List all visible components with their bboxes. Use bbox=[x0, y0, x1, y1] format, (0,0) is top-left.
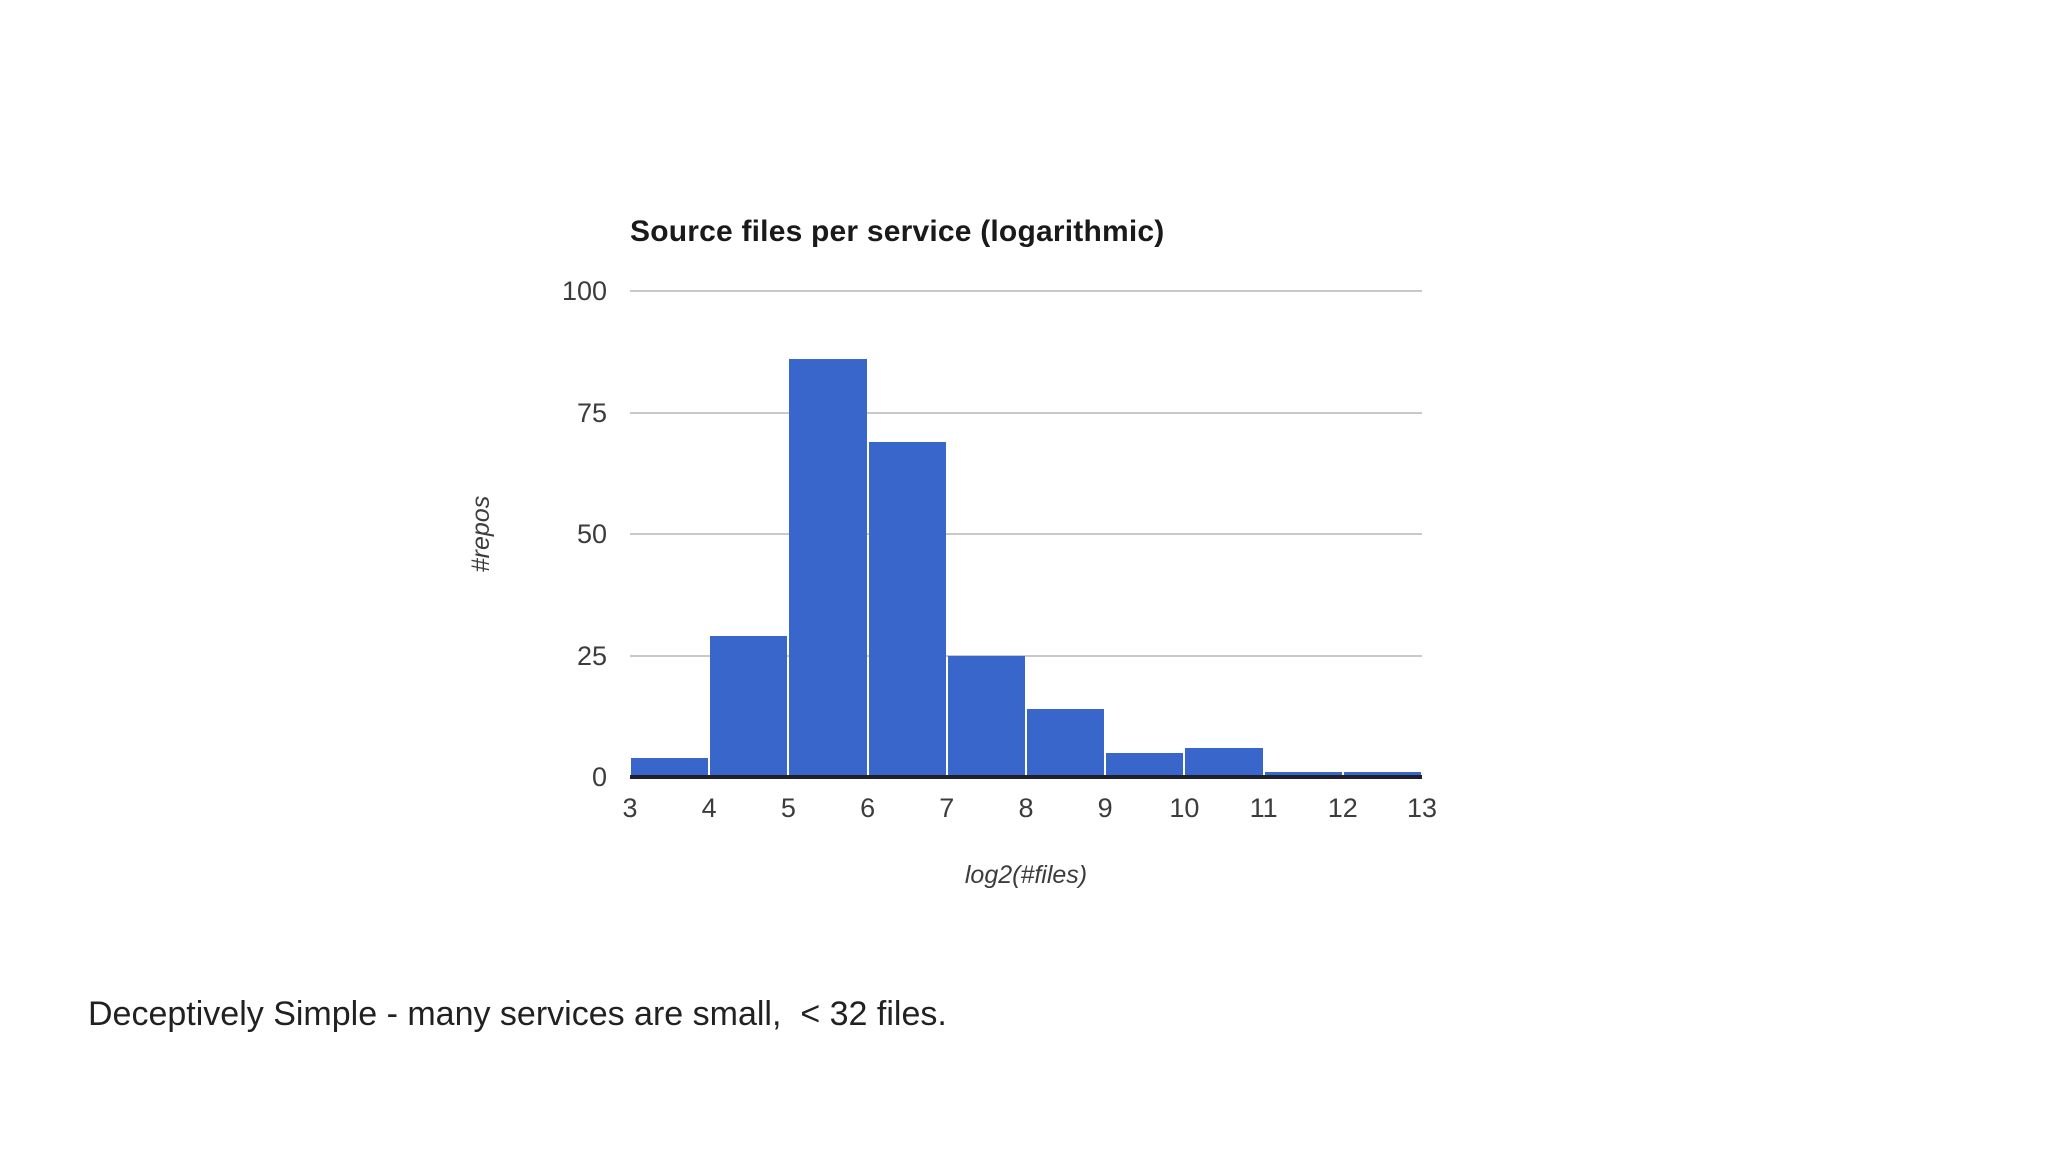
x-axis-line bbox=[630, 775, 1422, 779]
gridline-y-50 bbox=[630, 533, 1422, 535]
histogram-bar-7-8 bbox=[947, 655, 1025, 777]
histogram-bar-5-6 bbox=[789, 359, 867, 777]
y-tick-label-75: 75 bbox=[576, 397, 607, 428]
histogram-bar-6-7 bbox=[868, 441, 946, 777]
histogram-bar-10-11 bbox=[1185, 747, 1263, 777]
histogram-bar-8-9 bbox=[1027, 708, 1105, 777]
y-tick-label-25: 25 bbox=[576, 640, 607, 671]
plot-area bbox=[630, 290, 1422, 779]
y-tick-label-50: 50 bbox=[576, 519, 607, 549]
gridline-y-75 bbox=[630, 411, 1422, 414]
histogram-bar-11-12 bbox=[1264, 772, 1342, 777]
x-tick-label-8: 8 bbox=[1018, 793, 1034, 823]
chart-title: Source files per service (logarithmic) bbox=[630, 215, 1165, 248]
x-tick-label-9: 9 bbox=[1097, 793, 1113, 823]
x-tick-label-11: 11 bbox=[1249, 793, 1278, 823]
x-tick-label-6: 6 bbox=[860, 793, 876, 823]
gridline-y-25 bbox=[630, 654, 1422, 657]
x-tick-label-13: 13 bbox=[1406, 793, 1438, 823]
caption-text: Deceptively Simple - many services are s… bbox=[88, 995, 947, 1033]
x-axis-title: log2(#files) bbox=[964, 861, 1088, 889]
x-tick-label-3: 3 bbox=[622, 793, 638, 823]
x-tick-label-4: 4 bbox=[701, 793, 717, 823]
x-tick-label-7: 7 bbox=[939, 793, 955, 823]
histogram-bar-3-4 bbox=[631, 757, 709, 777]
histogram-bar-9-10 bbox=[1106, 752, 1184, 777]
x-tick-label-12: 12 bbox=[1327, 793, 1358, 823]
x-tick-label-10: 10 bbox=[1169, 793, 1200, 823]
histogram-bar-4-5 bbox=[710, 636, 788, 777]
x-tick-label-5: 5 bbox=[780, 793, 796, 823]
y-tick-label-100: 100 bbox=[561, 276, 607, 306]
histogram-bar-12-13 bbox=[1343, 772, 1421, 777]
y-tick-label-0: 0 bbox=[591, 762, 607, 792]
gridline-y-100 bbox=[630, 290, 1422, 292]
